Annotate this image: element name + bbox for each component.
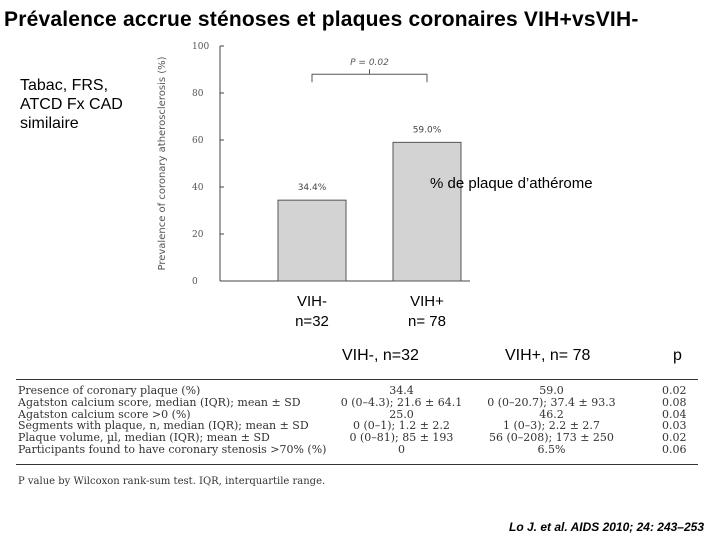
row-label: Agatston calcium score, median (IQR); me… [18,395,301,409]
y-tick-label: 0 [192,277,198,286]
cell-p: 0.02 [661,384,687,397]
cell-p: 0.04 [661,407,687,421]
table-header-vih-neg: VIH-, n=32 [342,347,419,364]
y-tick-label: 80 [192,89,204,99]
table-row: Segments with plaque, n, median (IQR); m… [18,420,686,432]
cell-vih-neg: 0 (0–1); 1.2 ± 2.2 [352,419,450,433]
p-value-label: P = 0.02 [350,58,389,68]
table-row: Agatston calcium score, median (IQR); me… [18,395,687,409]
cell-vih-neg: 25.0 [389,407,414,421]
cell-p: 0.08 [661,395,687,409]
citation: Lo J. et al. AIDS 2010; 24: 243–253 [509,520,704,534]
bar [277,199,347,282]
results-table: Presence of coronary plaque (%) 34.4 59.… [18,385,686,456]
cell-vih-pos: 59.0 [539,384,564,397]
significance-bracket [311,73,428,83]
row-label: Agatston calcium score >0 (%) [18,407,191,421]
side-note-line: Tabac, FRS, [20,77,109,94]
table-header-p: p [673,347,682,364]
cell-vih-neg: 0 (0–81); 85 ± 193 [349,431,454,445]
table-row: Presence of coronary plaque (%) 34.4 59.… [18,385,686,397]
y-tick-label: 60 [192,136,204,146]
bar-category-label: VIH+ n= 78 [387,292,467,332]
table-bottom-rule [16,464,698,465]
bar-category-name: VIH- [297,293,327,310]
bar-category-n: n= 78 [408,313,446,330]
row-label: Participants found to have coronary sten… [18,442,327,456]
chart-annotation: % de plaque d’athérome [430,175,593,192]
table-row: Agatston calcium score >0 (%) 25.0 46.2 … [18,407,687,421]
cell-p: 0.06 [661,442,687,456]
bar [392,141,462,282]
side-note: Tabac, FRS, ATCD Fx CAD similaire [20,76,123,133]
y-tick-label: 20 [192,230,204,240]
cell-vih-pos: 1 (0–3); 2.2 ± 2.7 [502,419,600,433]
table-top-rule [16,379,698,380]
bar-data-label: 59.0% [413,125,442,135]
cell-p: 0.03 [661,419,687,433]
row-label: Segments with plaque, n, median (IQR); m… [18,419,309,433]
table-row: Participants found to have coronary sten… [18,444,686,456]
side-note-line: ATCD Fx CAD [20,96,123,113]
bar-category-name: VIH+ [410,293,444,310]
cell-vih-neg: 0 (0–4.3); 21.6 ± 64.1 [340,395,463,409]
row-label: Plaque volume, µl, median (IQR); mean ± … [18,431,270,445]
y-tick-label: 40 [192,183,204,193]
table-footnote: P value by Wilcoxon rank-sum test. IQR, … [18,476,326,487]
bar-chart: 0 20 40 60 80 100 Prevalence of coronary ather… [157,42,470,286]
y-axis-label: Prevalence of coronary atherosclerosis (… [157,56,168,270]
bar-category-n: n=32 [295,313,329,330]
cell-vih-pos: 0 (0–20.7); 37.4 ± 93.3 [487,395,616,409]
bar-category-label: VIH- n=32 [272,292,352,332]
side-note-line: similaire [20,115,79,132]
y-tick-label: 100 [192,42,209,52]
cell-vih-neg: 34.4 [389,384,414,397]
cell-vih-pos: 46.2 [539,407,564,421]
slide-title: Prévalence accrue sténoses et plaques co… [4,8,639,31]
table-row: Plaque volume, µl, median (IQR); mean ± … [18,432,686,444]
table-header-vih-pos: VIH+, n= 78 [505,347,591,364]
cell-vih-pos: 56 (0–208); 173 ± 250 [488,431,614,445]
cell-vih-neg: 0 [397,442,405,456]
cell-p: 0.02 [661,431,687,445]
row-label: Presence of coronary plaque (%) [18,384,201,397]
cell-vih-pos: 6.5% [537,442,566,456]
bar-data-label: 34.4% [298,183,327,193]
